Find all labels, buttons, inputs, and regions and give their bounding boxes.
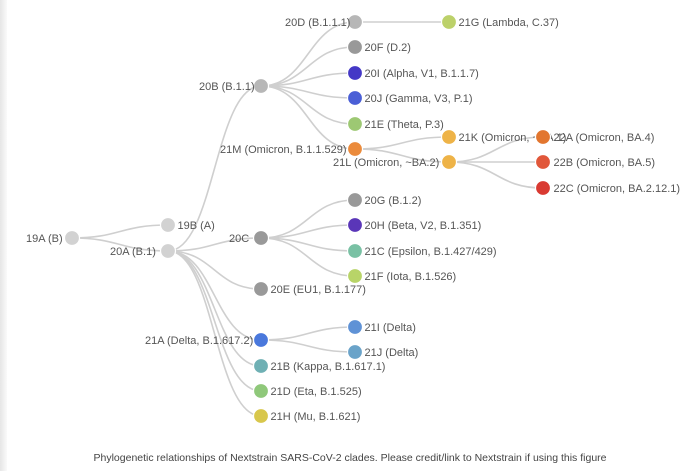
clade-label-20c: 20C [229,233,249,245]
tree-edges [71,21,544,417]
clade-label-19a: 19A (B) [26,233,63,245]
edge-21a-21j [260,339,356,353]
edge-20a-21a [167,250,262,341]
clade-label-21a: 21A (Delta, B.1.617.2) [145,335,253,347]
clade-node-20e[interactable] [252,280,270,298]
clade-node-20c[interactable] [252,229,270,247]
edge-20a-20c [167,237,262,252]
edge-21m-21l [354,148,450,163]
clade-label-22a: 22A (Omicron, BA.4) [554,132,655,144]
clade-node-21l[interactable] [440,153,458,171]
clade-node-21g[interactable] [440,13,458,31]
clade-label-20j: 20J (Gamma, V3, P.1) [365,93,473,105]
clade-node-19a[interactable] [63,229,81,247]
clade-label-21m: 21M (Omicron, B.1.1.529) [220,144,347,156]
edge-20a-20e [167,250,262,290]
clade-label-21b: 21B (Kappa, B.1.617.1) [271,361,386,373]
clade-node-20g[interactable] [346,191,364,209]
edge-20b-21m [260,85,356,150]
clade-node-21i[interactable] [346,318,364,336]
clade-label-20a: 20A (B.1) [110,246,156,258]
clade-node-21e[interactable] [346,115,364,133]
clade-label-21i: 21I (Delta) [365,322,416,334]
edge-20a-21h [167,250,262,417]
clade-label-21j: 21J (Delta) [365,347,419,359]
edge-20b-20i [260,72,356,87]
clade-label-20e: 20E (EU1, B.1.177) [271,284,366,296]
clade-label-21f: 21F (Iota, B.1.526) [365,271,457,283]
clade-node-19b[interactable] [159,216,177,234]
edge-20a-21b [167,250,262,367]
clade-label-20i: 20I (Alpha, V1, B.1.1.7) [365,68,479,80]
clade-label-21e: 21E (Theta, P.3) [365,119,444,131]
clade-node-22b[interactable] [534,153,552,171]
tree-nodes [63,13,458,425]
clade-label-20h: 20H (Beta, V2, B.1.351) [365,220,482,232]
clade-node-20a[interactable] [159,242,177,260]
edge-20b-20f [260,46,356,87]
clade-label-21g: 21G (Lambda, C.37) [459,17,559,29]
edge-21a-21i [260,326,356,341]
clade-node-21d[interactable] [252,382,270,400]
clade-node-20d[interactable] [346,13,364,31]
edge-21l-22a [448,136,544,163]
clade-node-22c[interactable] [534,179,552,197]
clade-node-21f[interactable] [346,267,364,285]
clade-label-22b: 22B (Omicron, BA.5) [554,157,655,169]
clade-node-20j[interactable] [346,89,364,107]
clade-label-19b: 19B (A) [178,220,215,232]
left-edge-shade [0,0,7,471]
clade-label-22c: 22C (Omicron, BA.2.12.1) [554,183,681,195]
clade-node-21c[interactable] [346,242,364,260]
clade-node-20b[interactable] [252,77,270,95]
edge-21l-22c [448,161,544,189]
edge-20c-20g [260,199,356,239]
edge-19a-20a [71,237,169,252]
clade-node-21m[interactable] [346,140,364,158]
edge-21m-21k [354,136,450,150]
clade-label-20f: 20F (D.2) [365,42,411,54]
clade-label-20g: 20G (B.1.2) [365,195,422,207]
clade-node-20f[interactable] [346,38,364,56]
clade-label-21d: 21D (Eta, B.1.525) [271,386,362,398]
edge-20a-20b [167,85,262,252]
clade-node-21k[interactable] [440,128,458,146]
clade-node-20h[interactable] [346,216,364,234]
clade-node-20i[interactable] [346,64,364,82]
clade-label-20b: 20B (B.1.1) [199,81,255,93]
clade-label-21c: 21C (Epsilon, B.1.427/429) [365,246,497,258]
clade-label-21h: 21H (Mu, B.1.621) [271,411,361,423]
figure-caption: Phylogenetic relationships of Nextstrain… [93,452,607,464]
clade-node-21h[interactable] [252,407,270,425]
tree-labels: 19A (B) 19B (A) 20A (B.1) 20B (B.1.1) 20D (B… [26,17,680,423]
edge-20c-21f [260,237,356,277]
clade-node-21a[interactable] [252,331,270,349]
clade-node-21b[interactable] [252,357,270,375]
edge-20b-20d [260,21,356,87]
edge-19a-19b [71,224,169,239]
edge-20c-20h [260,224,356,239]
clade-node-22a[interactable] [534,128,552,146]
clade-label-20d: 20D (B.1.1.1) [285,17,350,29]
clade-node-21j[interactable] [346,343,364,361]
clade-label-21l: 21L (Omicron, ~BA.2) [333,157,439,169]
edge-20a-21d [167,250,262,392]
